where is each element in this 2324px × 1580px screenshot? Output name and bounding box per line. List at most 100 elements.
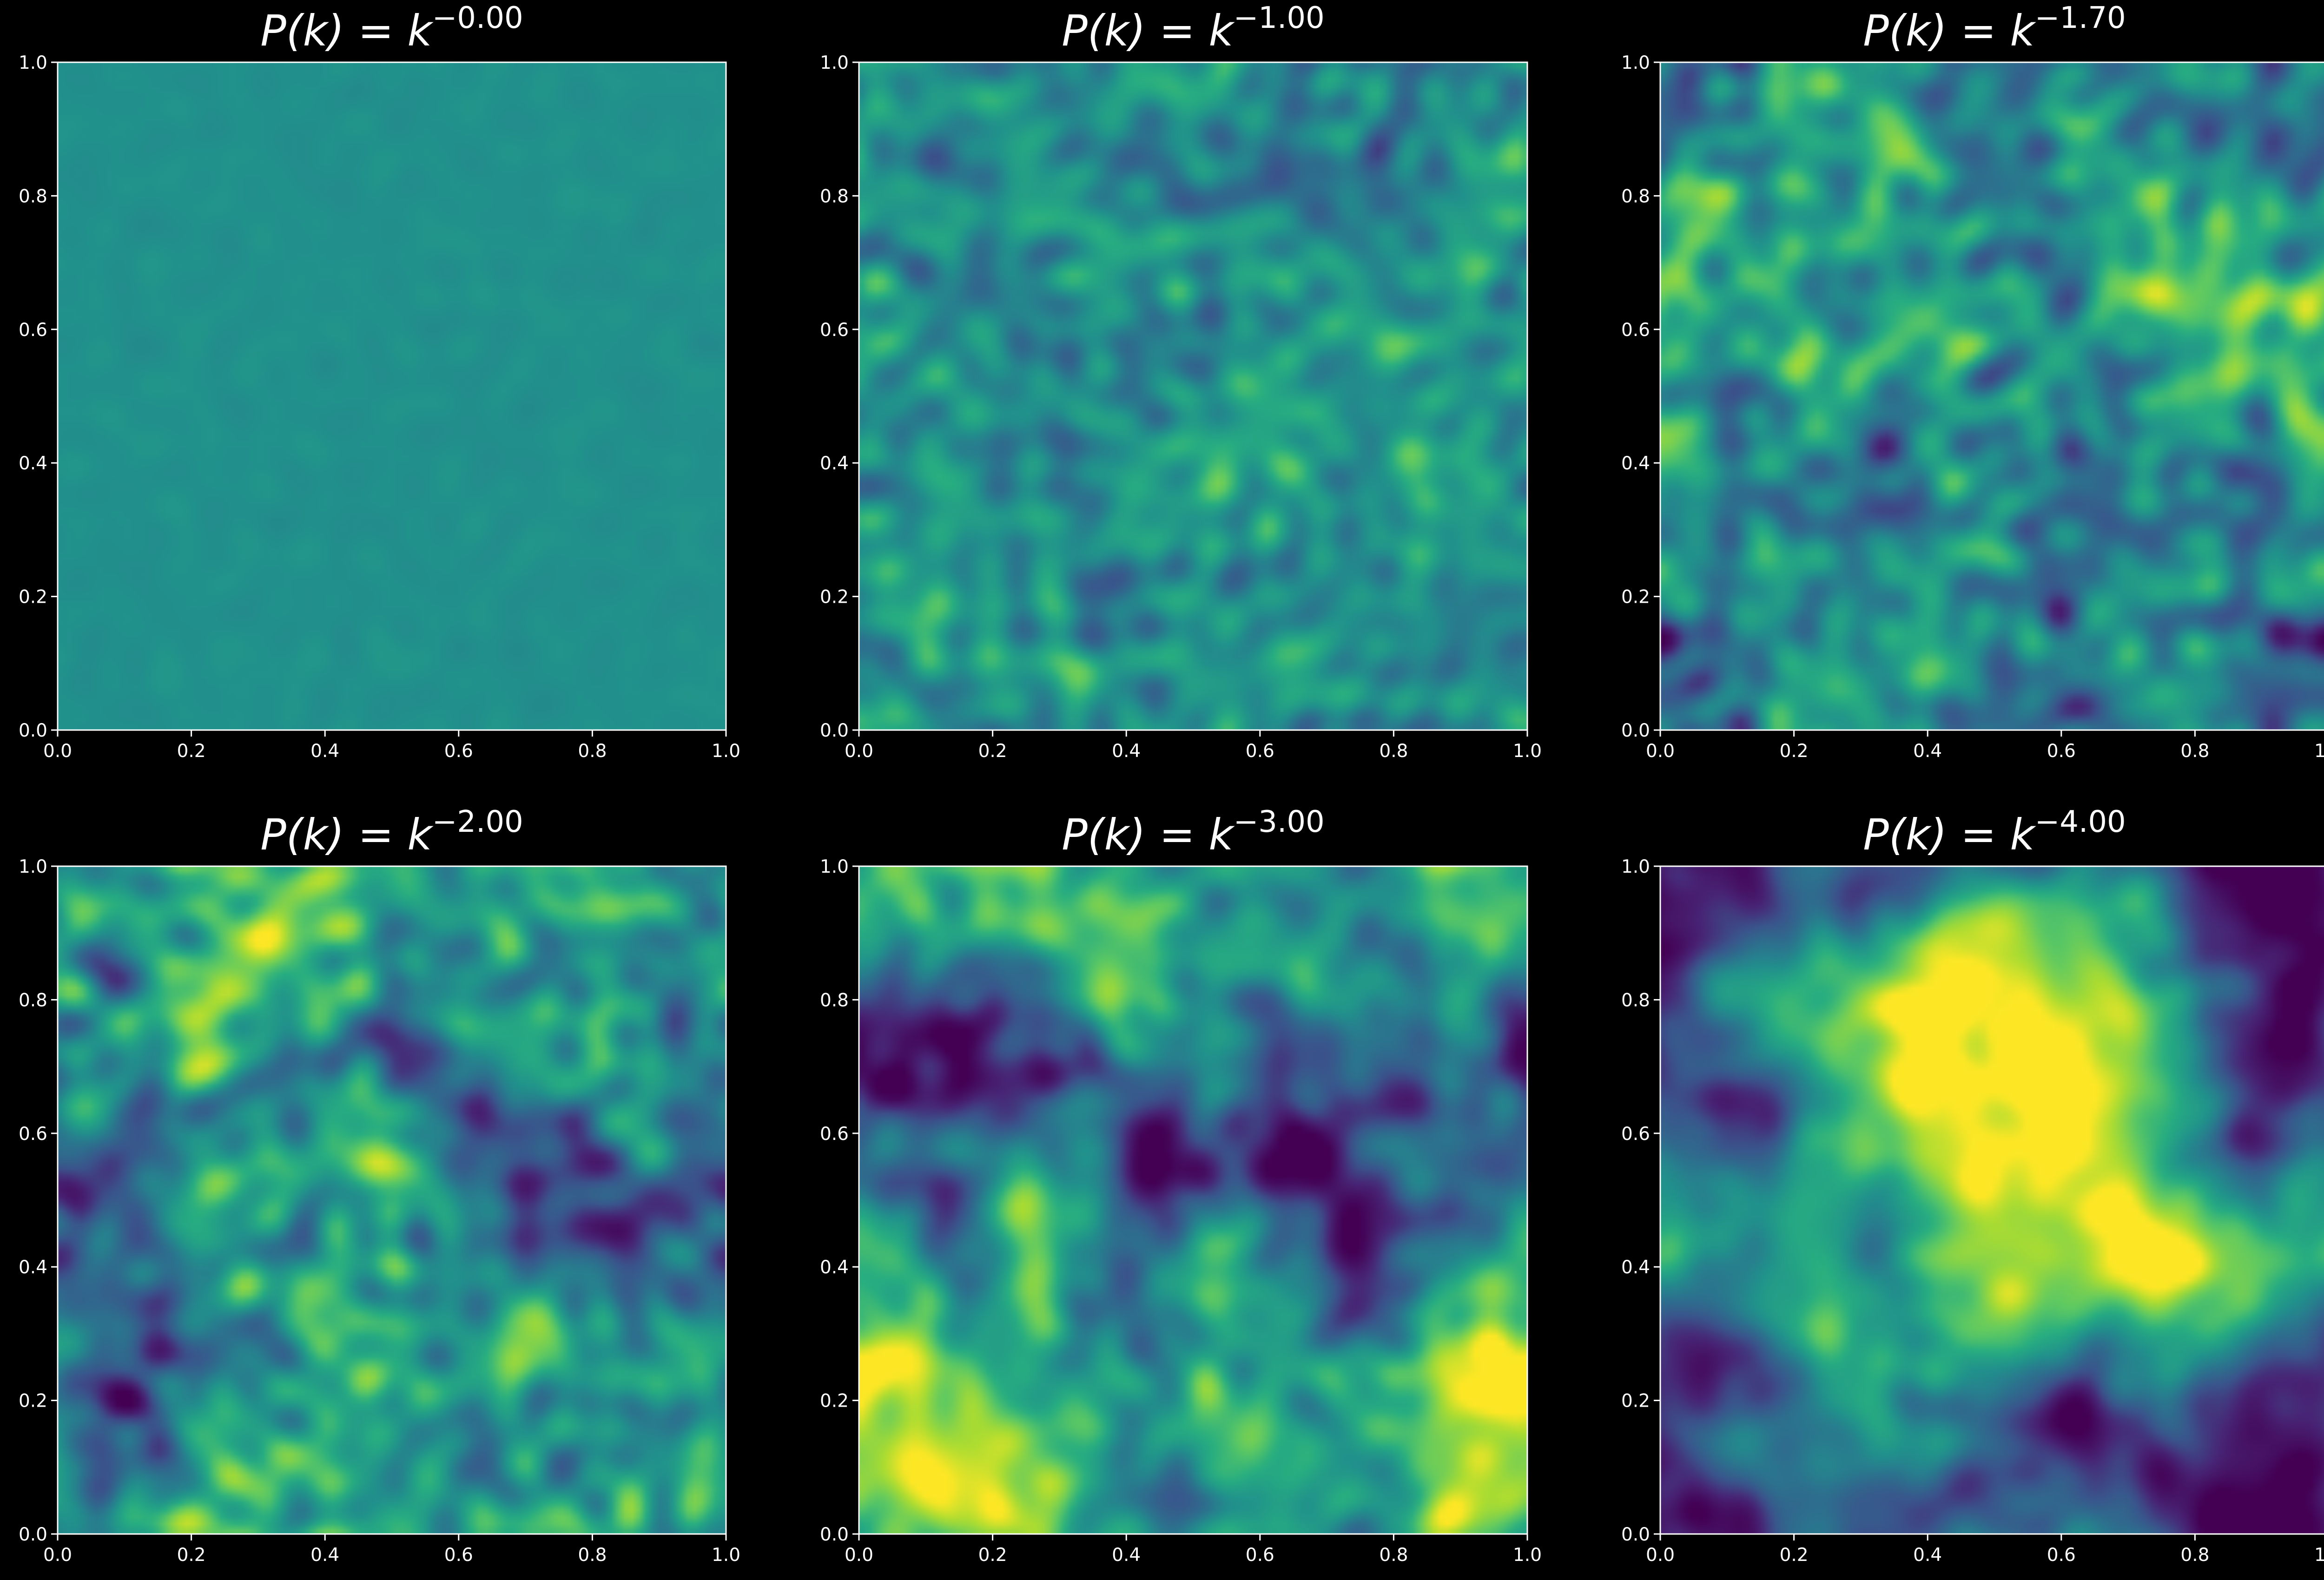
chart-title-exponent: −1.70 (2035, 1, 2126, 35)
heatmap-image (58, 866, 726, 1534)
chart-title-base: P(k) = k (260, 6, 434, 56)
y-tick-label: 0.6 (1621, 320, 1650, 341)
x-tick-label: 0.2 (177, 1545, 206, 1566)
chart-panel: P(k) = k−3.00 0.00.0 0.2 0.2 0.4 0.4 0.6 0.6 0.8… (820, 805, 1542, 1566)
x-tick-label: 0.0 (1646, 1545, 1675, 1566)
heatmap-image (58, 62, 726, 730)
x-tick-label: 1.0 (712, 1545, 740, 1566)
y-tick-label: 0.0 (19, 1524, 47, 1545)
axes-frame (1659, 865, 2324, 1535)
chart-title: P(k) = k−0.00 (260, 1, 523, 56)
y-tick-label: 0.6 (820, 320, 849, 341)
x-tick-label: 0.6 (444, 1545, 473, 1566)
x-tick-label: 0.4 (310, 1545, 339, 1566)
y-tick-label: 0.2 (820, 1391, 849, 1412)
x-tick-label: 0.8 (1379, 1545, 1408, 1566)
x-tick-label: 0.4 (1913, 1545, 1942, 1566)
chart-title: P(k) = k−3.00 (1062, 805, 1325, 860)
y-tick-label: 0.4 (1621, 1257, 1650, 1278)
y-tick-label: 0.8 (19, 990, 47, 1011)
x-tick-label: 0.6 (1246, 741, 1274, 762)
y-tick-label: 0.2 (19, 1391, 47, 1412)
y-tick-label: 0.8 (1621, 990, 1650, 1011)
chart-title-base: P(k) = k (1062, 6, 1235, 56)
x-tick-label: 1.0 (1513, 1545, 1542, 1566)
chart-title-exponent: −2.00 (432, 805, 523, 839)
chart-title: P(k) = k−2.00 (260, 805, 523, 860)
y-tick-label: 0.0 (1621, 720, 1650, 741)
x-tick-label: 0.0 (1646, 741, 1675, 762)
x-tick-label: 1.0 (712, 741, 740, 762)
x-tick-label: 0.2 (177, 741, 206, 762)
x-tick-label: 0.2 (978, 1545, 1007, 1566)
x-tick-label: 0.4 (310, 741, 339, 762)
y-tick-label: 0.6 (820, 1124, 849, 1145)
y-tick-label: 0.0 (19, 720, 47, 741)
x-tick-label: 1.0 (1513, 741, 1542, 762)
x-tick-label: 0.0 (43, 1545, 72, 1566)
x-tick-label: 0.4 (1112, 1545, 1141, 1566)
y-tick-label: 0.4 (820, 453, 849, 474)
y-tick-label: 0.2 (1621, 587, 1650, 608)
y-tick-label: 0.0 (820, 720, 849, 741)
y-tick-label: 0.4 (1621, 453, 1650, 474)
y-tick-label: 0.4 (19, 453, 47, 474)
chart-title-exponent: −4.00 (2035, 805, 2126, 839)
chart-panel: P(k) = k−1.00 0.00.0 0.2 0.2 0.4 0.4 0.6 0.6 0.8… (820, 1, 1542, 762)
y-tick-label: 1.0 (19, 53, 47, 73)
y-tick-label: 0.6 (1621, 1124, 1650, 1145)
heatmap-image (1660, 866, 2324, 1534)
chart-panel: P(k) = k−4.00 0.00.0 0.2 0.2 0.4 0.4 0.6 0.6 0.8… (1621, 805, 2324, 1566)
x-tick-label: 0.6 (2047, 741, 2076, 762)
x-tick-label: 0.6 (1246, 1545, 1274, 1566)
y-tick-label: 0.6 (19, 1124, 47, 1145)
chart-panel: P(k) = k−0.00 0.00.0 0.2 0.2 0.4 0.4 0.6 0.6 0.8… (19, 1, 740, 762)
heatmap-image (1660, 62, 2324, 730)
y-tick-label: 1.0 (19, 856, 47, 877)
x-tick-label: 0.8 (578, 1545, 607, 1566)
x-tick-label: 0.6 (2047, 1545, 2076, 1566)
chart-title-exponent: −1.00 (1234, 1, 1325, 35)
chart-title-base: P(k) = k (1863, 810, 2036, 860)
y-tick-label: 1.0 (820, 856, 849, 877)
axes-frame (858, 61, 1528, 731)
axes-frame (57, 865, 727, 1535)
chart-title: P(k) = k−1.70 (1863, 1, 2126, 56)
chart-panel: P(k) = k−2.00 0.00.0 0.2 0.2 0.4 0.4 0.6 0.6 0.8… (19, 805, 740, 1566)
x-tick-label: 0.2 (1780, 741, 1809, 762)
chart-panel: P(k) = k−1.70 0.00.0 0.2 0.2 0.4 0.4 0.6 0.6 0.8… (1621, 1, 2324, 762)
x-tick-label: 1.0 (2314, 1545, 2324, 1566)
y-tick-label: 0.8 (19, 186, 47, 207)
axes-frame (57, 61, 727, 731)
y-tick-label: 0.0 (820, 1524, 849, 1545)
axes-frame (1659, 61, 2324, 731)
chart-title-base: P(k) = k (1062, 810, 1235, 860)
y-tick-label: 0.8 (820, 990, 849, 1011)
y-tick-label: 0.4 (820, 1257, 849, 1278)
x-tick-label: 0.8 (2180, 1545, 2209, 1566)
y-tick-label: 0.8 (820, 186, 849, 207)
x-tick-label: 1.0 (2314, 741, 2324, 762)
chart-title: P(k) = k−4.00 (1863, 805, 2126, 860)
x-tick-label: 0.4 (1913, 741, 1942, 762)
chart-title-exponent: −0.00 (432, 1, 523, 35)
x-tick-label: 0.0 (43, 741, 72, 762)
y-tick-label: 1.0 (1621, 856, 1650, 877)
heatmap-image (859, 62, 1527, 730)
x-tick-label: 0.0 (845, 741, 873, 762)
x-tick-label: 0.8 (1379, 741, 1408, 762)
y-tick-label: 0.2 (820, 587, 849, 608)
x-tick-label: 0.8 (2180, 741, 2209, 762)
chart-title-base: P(k) = k (260, 810, 434, 860)
x-tick-label: 0.2 (978, 741, 1007, 762)
axes-frame (858, 865, 1528, 1535)
heatmap-image (859, 866, 1527, 1534)
y-tick-label: 1.0 (820, 53, 849, 73)
y-tick-label: 0.2 (19, 587, 47, 608)
y-tick-label: 0.6 (19, 320, 47, 341)
y-tick-label: 1.0 (1621, 53, 1650, 73)
y-tick-label: 0.0 (1621, 1524, 1650, 1545)
y-tick-label: 0.8 (1621, 186, 1650, 207)
x-tick-label: 0.8 (578, 741, 607, 762)
